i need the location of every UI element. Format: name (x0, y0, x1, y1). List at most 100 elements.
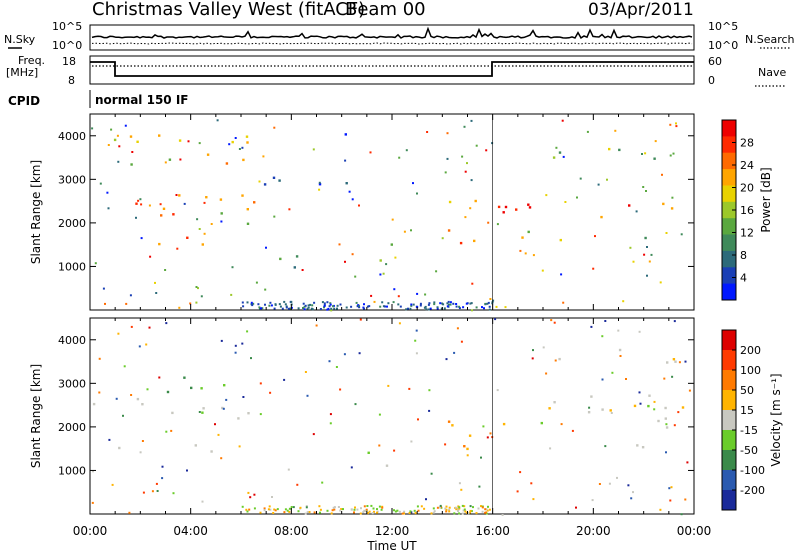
colorbar-segment (722, 250, 736, 268)
noise-cell (164, 161, 167, 164)
ground-cell (412, 303, 415, 306)
ground-cell (416, 505, 419, 508)
data-cell (200, 387, 203, 390)
noise-cell (489, 432, 492, 435)
noise-cell (560, 423, 563, 426)
ground-cell (355, 301, 358, 304)
ground-cell (252, 302, 255, 305)
ground-cell (368, 305, 371, 308)
data-cell (242, 158, 245, 162)
colorbar-tick-label: -200 (740, 484, 765, 497)
data-cell (468, 434, 472, 437)
noise-cell (198, 228, 201, 230)
ground-cell (297, 510, 300, 513)
ground-cell (481, 506, 484, 509)
noise-cell (516, 490, 519, 493)
data-cell (504, 205, 508, 209)
ground-cell (458, 507, 461, 510)
noise-cell (159, 203, 162, 206)
ground-cell (288, 507, 291, 510)
ground-cell (353, 511, 355, 514)
noise-cell (673, 320, 676, 323)
xlabel: Time UT (366, 539, 417, 553)
ground-cell (313, 511, 316, 514)
ground-cell (270, 304, 273, 307)
ground-cell (319, 508, 322, 511)
data-cell (648, 394, 651, 397)
ground-cell (394, 510, 397, 513)
noise-cell (659, 281, 662, 284)
data-cell (463, 445, 466, 448)
nsky-tick-bottom: 10^0 (52, 39, 82, 52)
ground-cell (463, 508, 466, 511)
ground-cell (319, 308, 322, 310)
ground-cell (260, 307, 262, 310)
noise-cell (241, 342, 244, 345)
data-cell (345, 182, 348, 185)
colorbar-segment (722, 490, 736, 511)
ground-cell (326, 509, 329, 512)
nsky-series (91, 26, 693, 39)
data-cell (473, 239, 476, 243)
beam-label: Beam 00 (345, 0, 426, 20)
noise-cell (170, 429, 173, 432)
noise-cell (428, 409, 431, 412)
noise-cell (576, 196, 578, 199)
ground-cell (339, 509, 342, 512)
colorbar-segment (722, 410, 736, 431)
data-cell (521, 236, 524, 239)
noise-cell (149, 255, 152, 258)
ground-cell (481, 510, 484, 513)
ground-cell (488, 508, 491, 511)
noise-cell (665, 451, 667, 454)
ground-cell (447, 303, 450, 306)
noise-cell (464, 216, 467, 219)
ground-cell (303, 305, 306, 308)
data-cell (558, 357, 561, 361)
noise-cell (145, 343, 148, 346)
noise-cell (241, 146, 244, 149)
noise-cell (108, 438, 111, 441)
colorbar-segment (722, 350, 736, 371)
xtick-label: 12:00 (375, 524, 410, 538)
noise-cell (426, 131, 429, 133)
ground-cell (403, 510, 406, 513)
noise-cell (639, 402, 642, 405)
noise-cell (519, 249, 522, 252)
ground-cell (365, 508, 368, 511)
ground-cell (457, 508, 460, 511)
noise-cell (354, 275, 357, 278)
ground-cell (414, 512, 417, 515)
ground-cell (306, 307, 309, 310)
ground-cell (302, 302, 305, 305)
ground-cell (393, 509, 395, 512)
ground-cell (339, 303, 342, 306)
ground-cell (245, 508, 248, 511)
ground-cell (272, 512, 275, 514)
ground-cell (386, 305, 388, 308)
noise-cell (330, 309, 333, 312)
noise-cell (175, 194, 178, 196)
data-cell (618, 148, 621, 152)
ground-cell (433, 301, 436, 304)
noise-cell (424, 293, 427, 296)
data-cell (664, 406, 667, 410)
data-cell (194, 444, 197, 447)
noise-cell (359, 318, 362, 321)
freq-label-2: [MHz] (6, 66, 38, 79)
noise-cell (486, 436, 489, 439)
noise-cell (485, 149, 488, 152)
colorbar-tick-label: 15 (740, 404, 754, 417)
data-cell (278, 179, 281, 182)
colorbar-tick-label: 8 (740, 249, 747, 262)
ground-cell (337, 506, 340, 508)
noise-cell (179, 158, 182, 161)
data-cell (221, 406, 224, 410)
noise-cell (601, 378, 604, 381)
ground-cell (358, 306, 361, 309)
colorbar-segment (722, 234, 736, 252)
noise-cell (172, 492, 175, 495)
ground-cell (425, 308, 428, 311)
ground-cell (357, 304, 360, 307)
